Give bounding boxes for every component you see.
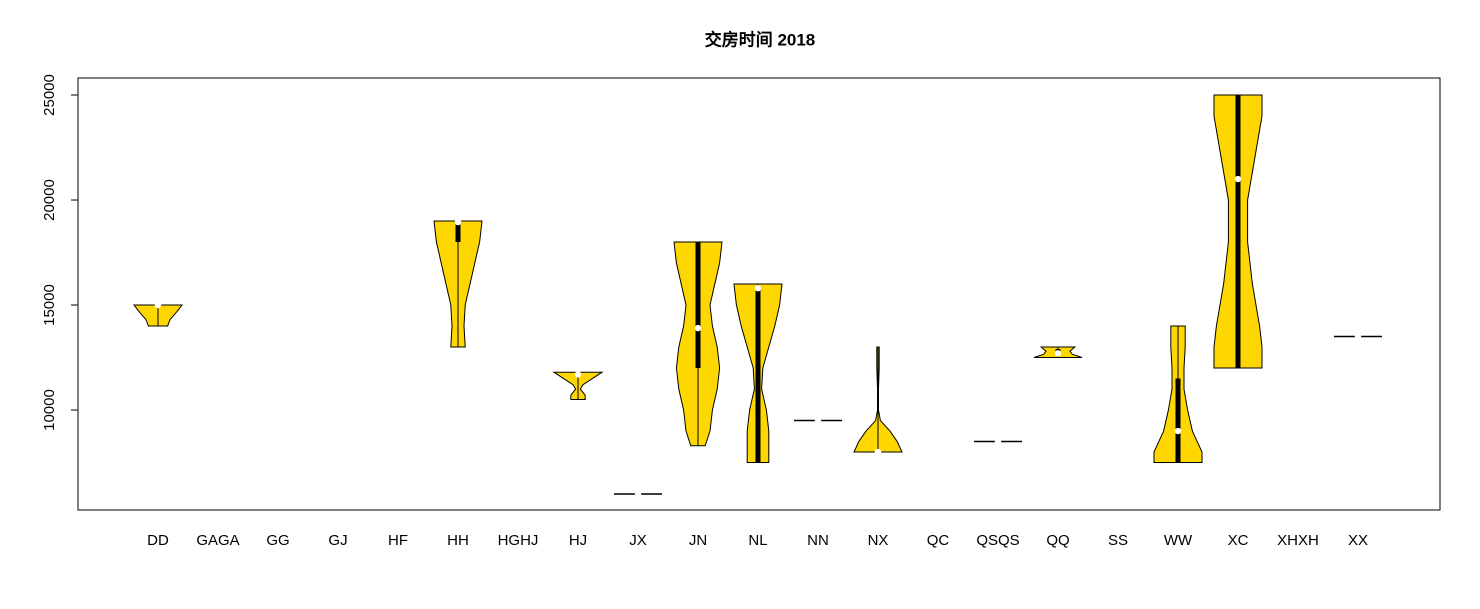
x-tick-label: GAGA	[196, 532, 239, 549]
x-tick-label: QQ	[1046, 532, 1069, 549]
median	[814, 417, 822, 424]
chart-title: 交房时间 2018	[705, 29, 816, 49]
x-tick-label: QSQS	[976, 532, 1019, 549]
x-tick-label: WW	[1164, 532, 1193, 549]
median	[994, 438, 1002, 445]
y-tick-label: 10000	[41, 389, 58, 431]
plot-frame	[77, 77, 1441, 511]
median	[754, 285, 762, 292]
x-tick-label: GJ	[328, 532, 347, 549]
x-tick-label: XX	[1348, 532, 1368, 549]
x-tick-label: SS	[1108, 532, 1128, 549]
median	[1174, 427, 1182, 435]
median	[1234, 175, 1242, 183]
y-tick-label: 25000	[41, 74, 58, 116]
median	[574, 371, 582, 378]
x-tick-label: NN	[807, 532, 829, 549]
x-tick-label: HF	[388, 532, 408, 549]
x-tick-label: NX	[868, 532, 889, 549]
median	[154, 301, 162, 309]
x-tick-label: HGHJ	[498, 532, 539, 549]
x-tick-label: XC	[1228, 532, 1249, 549]
y-tick-label: 15000	[41, 284, 58, 326]
median	[874, 448, 882, 456]
x-tick-label: HH	[447, 532, 469, 549]
x-tick-label: NL	[748, 532, 767, 549]
x-tick-label: JN	[689, 532, 707, 549]
x-tick-label: XHXH	[1277, 532, 1319, 549]
x-tick-label: GG	[266, 532, 289, 549]
x-tick-label: HJ	[569, 532, 587, 549]
x-tick-label: JX	[629, 532, 647, 549]
median	[454, 218, 462, 226]
median	[694, 324, 702, 332]
median	[634, 490, 642, 498]
x-tick-label: QC	[927, 532, 950, 549]
x-tick-label: DD	[147, 532, 169, 549]
y-tick-label: 20000	[41, 179, 58, 221]
median	[1354, 333, 1362, 340]
median	[1054, 350, 1062, 357]
